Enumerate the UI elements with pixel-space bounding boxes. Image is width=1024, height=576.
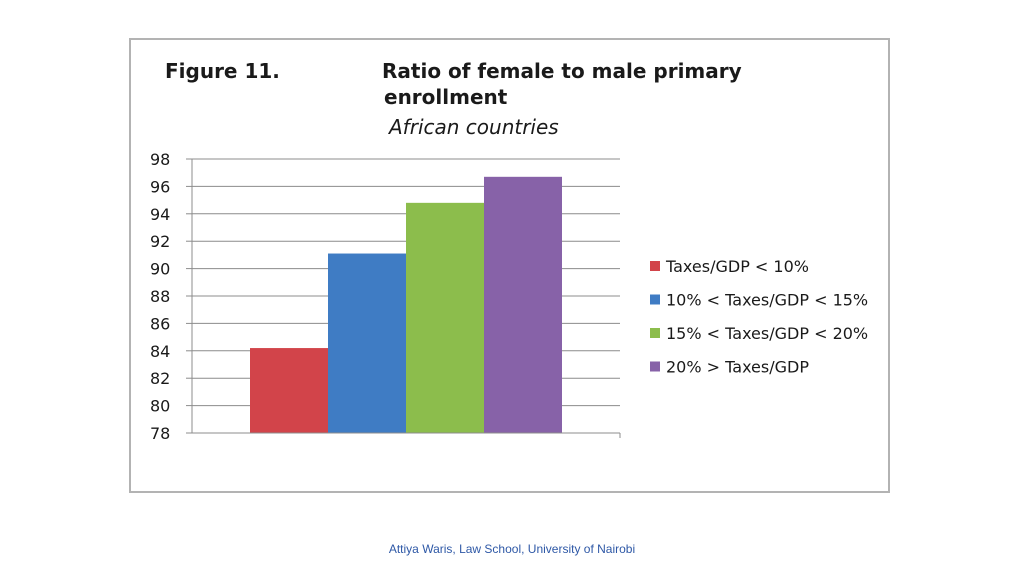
y-tick-label: 98 xyxy=(150,150,170,169)
figure-label: Figure 11. xyxy=(165,59,280,83)
legend-label: 10% < Taxes/GDP < 15% xyxy=(666,291,868,310)
y-tick-label: 86 xyxy=(150,314,170,333)
y-axis-ticks: 78 80 82 84 86 88 90 92 94 96 98 xyxy=(150,150,192,443)
y-tick-label: 90 xyxy=(150,260,170,279)
bar xyxy=(484,176,562,433)
bar xyxy=(250,348,328,433)
legend-swatch xyxy=(650,361,660,372)
y-tick-label: 96 xyxy=(150,177,170,196)
bar xyxy=(406,202,484,433)
y-tick-label: 88 xyxy=(150,287,170,306)
bar-chart: Figure 11. Ratio of female to male prima… xyxy=(150,59,868,443)
y-tick-label: 84 xyxy=(150,342,170,361)
legend-label: Taxes/GDP < 10% xyxy=(665,257,809,276)
axes xyxy=(191,159,621,438)
slide-footer: Attiya Waris, Law School, University of … xyxy=(388,542,636,556)
bar xyxy=(328,253,406,433)
chart-title-line-2: enrollment xyxy=(384,85,508,109)
chart-subtitle: African countries xyxy=(387,115,559,139)
y-tick-label: 92 xyxy=(150,232,170,251)
legend-swatch xyxy=(650,328,660,338)
legend-label: 20% > Taxes/GDP xyxy=(666,358,809,377)
y-tick-label: 94 xyxy=(150,205,170,224)
y-tick-label: 82 xyxy=(150,369,170,388)
chart-title-line-1: Ratio of female to male primary xyxy=(382,59,742,83)
y-tick-label: 78 xyxy=(150,424,170,443)
legend-label: 15% < Taxes/GDP < 20% xyxy=(666,324,868,343)
legend: Taxes/GDP < 10% 10% < Taxes/GDP < 15% 15% … xyxy=(650,257,868,377)
y-tick-label: 80 xyxy=(150,397,170,416)
legend-swatch xyxy=(650,294,660,305)
legend-swatch xyxy=(650,261,660,271)
bars xyxy=(250,176,562,433)
